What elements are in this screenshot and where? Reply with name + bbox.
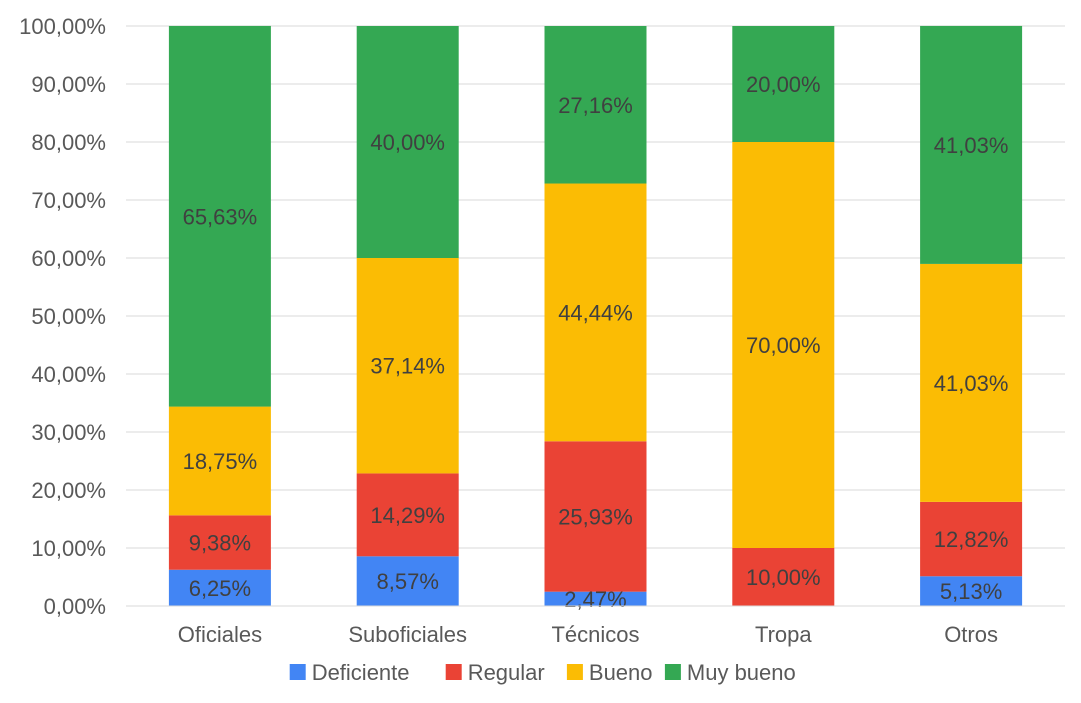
bar-segment bbox=[356, 556, 459, 606]
legend: Deficiente Regular Bueno Muy bueno bbox=[289, 660, 796, 685]
y-tick-label: 60,00% bbox=[31, 246, 106, 271]
bar-segment bbox=[356, 258, 459, 474]
bar-segment bbox=[920, 263, 1023, 502]
y-tick-label: 40,00% bbox=[31, 362, 106, 387]
data-label: 14,29% bbox=[370, 503, 445, 528]
legend-swatch bbox=[445, 664, 462, 680]
x-tick-label: Tropa bbox=[755, 622, 812, 647]
y-axis: 0,00% 10,00% 20,00% 30,00% 40,00% 50,00% 60,00… bbox=[19, 14, 106, 619]
x-tick-label: Suboficiales bbox=[348, 622, 467, 647]
bar-segment bbox=[920, 25, 1023, 264]
bar-segment bbox=[168, 25, 271, 407]
legend-label: Bueno bbox=[589, 660, 653, 685]
data-label: 25,93% bbox=[558, 504, 633, 529]
data-label: 41,03% bbox=[934, 133, 1009, 158]
data-label: 70,00% bbox=[746, 333, 821, 358]
y-tick-label: 20,00% bbox=[31, 478, 106, 503]
y-tick-label: 50,00% bbox=[31, 304, 106, 329]
data-label: 5,13% bbox=[940, 579, 1002, 604]
bar-segment bbox=[544, 441, 647, 592]
data-label: 2,47% bbox=[564, 587, 626, 612]
legend-swatch bbox=[664, 664, 681, 680]
bar-segment bbox=[920, 501, 1023, 577]
data-label: 8,57% bbox=[377, 569, 439, 594]
data-label: 20,00% bbox=[746, 72, 821, 97]
legend-swatch bbox=[289, 664, 306, 680]
bar-segment bbox=[732, 26, 835, 142]
data-label: 41,03% bbox=[934, 371, 1009, 396]
data-label: 9,38% bbox=[189, 531, 251, 556]
data-label: 12,82% bbox=[934, 527, 1009, 552]
data-label: 10,00% bbox=[746, 565, 821, 590]
data-label: 18,75% bbox=[183, 449, 258, 474]
x-axis: Oficiales Suboficiales Técnicos Tropa Otros bbox=[126, 605, 1065, 647]
bar-segment bbox=[544, 591, 647, 606]
y-tick-label: 10,00% bbox=[31, 536, 106, 561]
bar-segment bbox=[544, 26, 647, 184]
x-tick-label: Otros bbox=[944, 622, 998, 647]
legend-label: Regular bbox=[468, 660, 545, 685]
x-tick-label: Oficiales bbox=[178, 622, 262, 647]
bar-segment bbox=[732, 548, 835, 606]
data-label: 44,44% bbox=[558, 300, 633, 325]
bar-segment bbox=[356, 26, 459, 258]
legend-item-deficiente: Deficiente bbox=[289, 660, 410, 685]
legend-item-regular: Regular bbox=[445, 660, 545, 685]
legend-swatch bbox=[566, 664, 583, 680]
x-tick-label: Técnicos bbox=[551, 622, 639, 647]
data-label: 37,14% bbox=[370, 354, 445, 379]
bar-segment bbox=[544, 183, 647, 442]
y-tick-label: 0,00% bbox=[44, 594, 106, 619]
data-label: 40,00% bbox=[370, 130, 445, 155]
data-label: 65,63% bbox=[183, 204, 258, 229]
data-labels: 6,25% 9,38% 18,75% 65,63% 8,57% 14,29% 37,14% 4… bbox=[183, 72, 1009, 612]
data-label: 27,16% bbox=[558, 93, 633, 118]
bar-segment bbox=[168, 406, 271, 516]
bar-segment bbox=[168, 515, 271, 570]
legend-label: Deficiente bbox=[312, 660, 410, 685]
bar-segment bbox=[168, 569, 271, 606]
y-tick-label: 80,00% bbox=[31, 130, 106, 155]
y-tick-label: 70,00% bbox=[31, 188, 106, 213]
bar-segment bbox=[920, 576, 1023, 606]
bar-segment bbox=[732, 142, 835, 548]
bars bbox=[168, 25, 1023, 606]
bar-segment bbox=[356, 473, 459, 557]
data-label: 6,25% bbox=[189, 576, 251, 601]
y-tick-label: 100,00% bbox=[19, 14, 106, 39]
legend-label: Muy bueno bbox=[687, 660, 796, 685]
y-tick-label: 30,00% bbox=[31, 420, 106, 445]
y-tick-label: 90,00% bbox=[31, 72, 106, 97]
legend-item-muy-bueno: Muy bueno bbox=[664, 660, 796, 685]
legend-item-bueno: Bueno bbox=[566, 660, 653, 685]
